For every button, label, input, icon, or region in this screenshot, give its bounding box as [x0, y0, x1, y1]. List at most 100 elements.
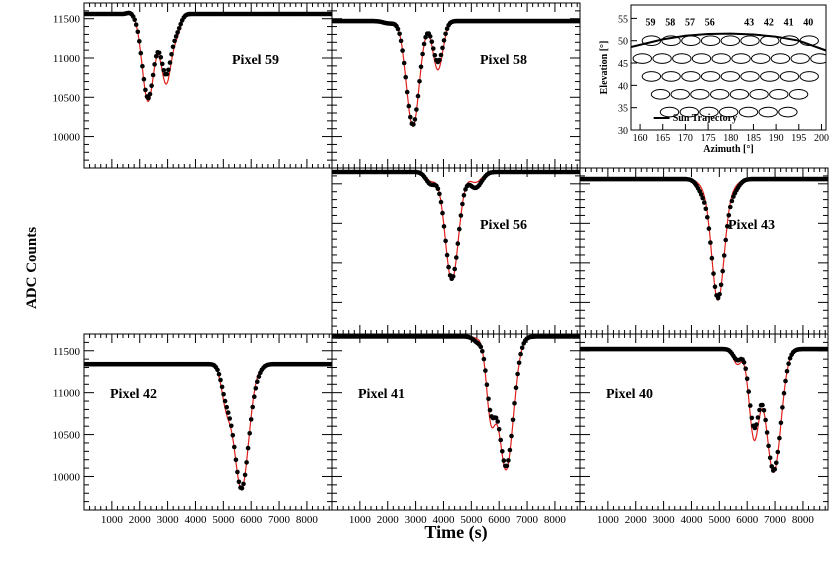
data-point — [487, 407, 493, 413]
y-tick-label: 10000 — [53, 132, 81, 144]
data-point — [746, 389, 751, 394]
data-point — [576, 18, 580, 24]
pixel-ellipse — [788, 89, 809, 100]
data-point — [444, 26, 450, 32]
x-tick-label: 7000 — [764, 514, 787, 526]
data-point — [781, 390, 787, 396]
data-point — [769, 464, 774, 469]
data-point — [403, 74, 409, 80]
data-point — [510, 417, 516, 423]
inset-x-tick-label: 175 — [701, 133, 716, 144]
data-point — [783, 378, 788, 384]
panel-frame — [331, 2, 581, 169]
data-point — [437, 191, 442, 197]
pixel-ellipse — [691, 53, 712, 64]
data-point — [718, 282, 724, 288]
data-point — [147, 91, 153, 97]
pixel-ellipse — [652, 53, 672, 64]
data-point — [158, 55, 164, 60]
pixel-ellipse — [720, 35, 740, 47]
pixel-ellipse — [779, 71, 800, 82]
data-point — [452, 266, 458, 272]
data-point — [169, 52, 174, 57]
pixel-ellipse — [679, 106, 699, 118]
x-tick-label: 8000 — [296, 514, 319, 526]
data-point — [711, 271, 716, 276]
data-point — [775, 449, 781, 455]
data-point — [728, 204, 733, 210]
pixel-ellipse — [699, 106, 719, 118]
data-point — [443, 238, 448, 244]
data-point — [150, 72, 156, 78]
data-point — [219, 384, 225, 390]
y-tick-label: 10000 — [53, 471, 81, 483]
data-point — [717, 292, 722, 297]
data-point — [161, 68, 167, 73]
panel-pixel-58: Pixel 58 — [331, 2, 581, 169]
data-point — [506, 458, 511, 463]
pixel-ellipse — [758, 106, 778, 118]
data-point — [146, 95, 151, 101]
data-points — [580, 176, 828, 301]
pixel-ellipse — [661, 71, 681, 82]
panel-title: Pixel 41 — [358, 387, 405, 402]
data-point — [763, 417, 768, 423]
data-point — [135, 29, 141, 35]
plot-area — [332, 18, 580, 128]
data-points — [84, 10, 332, 101]
y-axis-title: ADC Counts — [24, 227, 40, 309]
x-tick-label: 8000 — [792, 514, 815, 526]
panel-title: Pixel 40 — [606, 387, 653, 402]
data-point — [461, 193, 467, 198]
pixel-number-label: 57 — [685, 18, 695, 29]
pixel-ellipse — [700, 35, 721, 47]
inset-x-label: Azimuth [°] — [703, 144, 753, 155]
inset-plot: 59 58 57 56 43 42 41 40 — [631, 18, 826, 118]
data-point — [457, 226, 462, 232]
data-point — [754, 422, 759, 427]
data-point — [483, 368, 488, 373]
x-tick-label: 6000 — [240, 514, 263, 526]
data-point — [153, 54, 159, 59]
data-point — [703, 206, 709, 212]
pixel-ellipse — [760, 71, 780, 82]
data-point — [486, 396, 491, 402]
data-point — [824, 346, 828, 352]
data-points — [332, 334, 580, 469]
data-point — [170, 44, 176, 50]
data-point — [698, 192, 704, 197]
x-tick-label: 2000 — [129, 514, 152, 526]
panel-pixel-56: Pixel 56 — [331, 167, 581, 335]
data-point — [252, 394, 257, 400]
data-point — [777, 435, 782, 441]
x-tick-label: 6000 — [488, 514, 511, 526]
y-tick-label: 11000 — [53, 53, 81, 65]
fit-line — [332, 335, 580, 471]
inset-y-label: Elevation [°] — [599, 41, 610, 95]
panel-frame — [579, 167, 829, 335]
plot-area — [580, 346, 828, 473]
data-point — [166, 67, 171, 73]
pixel-number-label: 41 — [784, 18, 794, 29]
data-point — [741, 360, 747, 365]
x-tick-label: 6000 — [736, 514, 759, 526]
data-point — [755, 415, 761, 420]
panel-title: Pixel 58 — [480, 53, 527, 68]
data-point — [513, 385, 519, 391]
data-point — [414, 107, 419, 112]
plot-area — [580, 176, 828, 301]
data-point — [712, 284, 718, 290]
data-point — [438, 199, 444, 205]
data-point — [760, 402, 765, 408]
data-point — [404, 89, 410, 95]
x-tick-label: 3000 — [653, 514, 676, 526]
x-tick-label: 2000 — [625, 514, 648, 526]
data-point — [743, 366, 748, 372]
data-point — [232, 444, 237, 450]
data-point — [236, 479, 242, 485]
panel-frame — [331, 167, 581, 335]
pixel-ellipse — [710, 89, 730, 100]
data-point — [766, 443, 771, 449]
inset-x-tick-label: 165 — [655, 133, 670, 144]
